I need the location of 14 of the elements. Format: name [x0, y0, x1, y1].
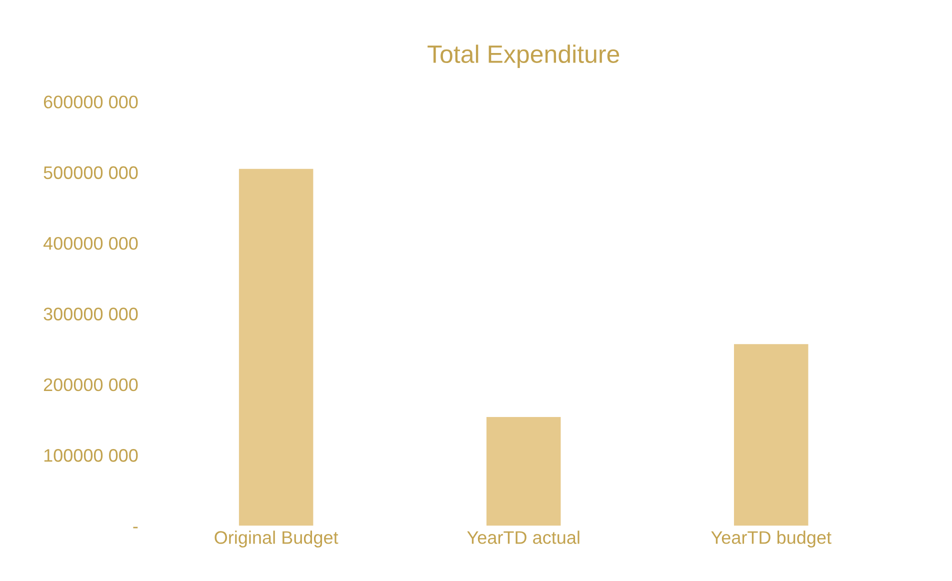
y-tick-label: 200000 000 [44, 378, 138, 392]
bar [238, 168, 314, 526]
x-tick-label: Original Budget [214, 530, 338, 548]
x-tick-label: YearTD actual [467, 530, 580, 544]
y-tick-label: 300000 000 [44, 308, 138, 320]
y-tick-label: - [133, 526, 138, 528]
y-tick-label: 400000 000 [43, 236, 138, 250]
y-tick-label: 500000 000 [44, 166, 138, 180]
bar [486, 416, 561, 526]
x-tick-label: YearTD budget [711, 530, 832, 548]
y-tick-label: 100000 000 [44, 449, 138, 462]
bar [734, 344, 808, 526]
chart-title: Total Expenditure [428, 44, 620, 68]
y-tick-label: 600000 000 [44, 96, 138, 108]
